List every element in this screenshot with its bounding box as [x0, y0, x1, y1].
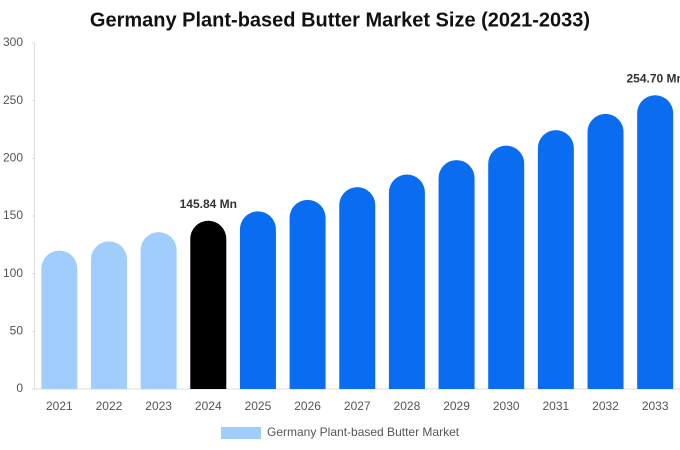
- bar: [190, 220, 227, 389]
- x-tick-label: 2031: [543, 399, 570, 413]
- bar: [388, 174, 425, 389]
- y-tick-label: 300: [3, 35, 23, 49]
- y-tick-label: 250: [3, 93, 23, 107]
- bar: [339, 187, 376, 389]
- chart-title: Germany Plant-based Butter Market Size (…: [90, 9, 590, 31]
- bar: [90, 241, 127, 389]
- x-tick-label: 2033: [642, 399, 669, 413]
- x-tick-label: 2026: [294, 399, 321, 413]
- bar: [438, 160, 475, 389]
- x-tick-label: 2030: [493, 399, 520, 413]
- bar: [41, 250, 78, 389]
- legend-label: Germany Plant-based Butter Market: [267, 425, 460, 439]
- y-tick-label: 50: [10, 324, 24, 338]
- x-tick-label: 2029: [443, 399, 470, 413]
- bar: [537, 130, 574, 389]
- bar: [289, 199, 326, 389]
- x-tick-label: 2032: [592, 399, 619, 413]
- x-tick-label: 2024: [195, 399, 222, 413]
- bar: [488, 145, 525, 389]
- x-tick-label: 2025: [245, 399, 272, 413]
- bar: [637, 95, 674, 389]
- y-tick-label: 200: [3, 151, 23, 165]
- bar: [587, 113, 624, 389]
- x-tick-label: 2028: [394, 399, 421, 413]
- x-tick-label: 2021: [46, 399, 73, 413]
- y-tick-label: 100: [3, 266, 23, 280]
- value-label: 145.84 Mn: [180, 197, 237, 211]
- bar: [140, 232, 177, 389]
- value-label: 254.70 Mn: [626, 71, 680, 85]
- x-tick-label: 2022: [96, 399, 123, 413]
- x-tick-label: 2023: [145, 399, 172, 413]
- x-tick-label: 2027: [344, 399, 371, 413]
- legend-swatch: [221, 427, 261, 439]
- bar: [239, 211, 276, 389]
- y-tick-label: 0: [16, 381, 23, 395]
- y-tick-label: 150: [3, 208, 23, 222]
